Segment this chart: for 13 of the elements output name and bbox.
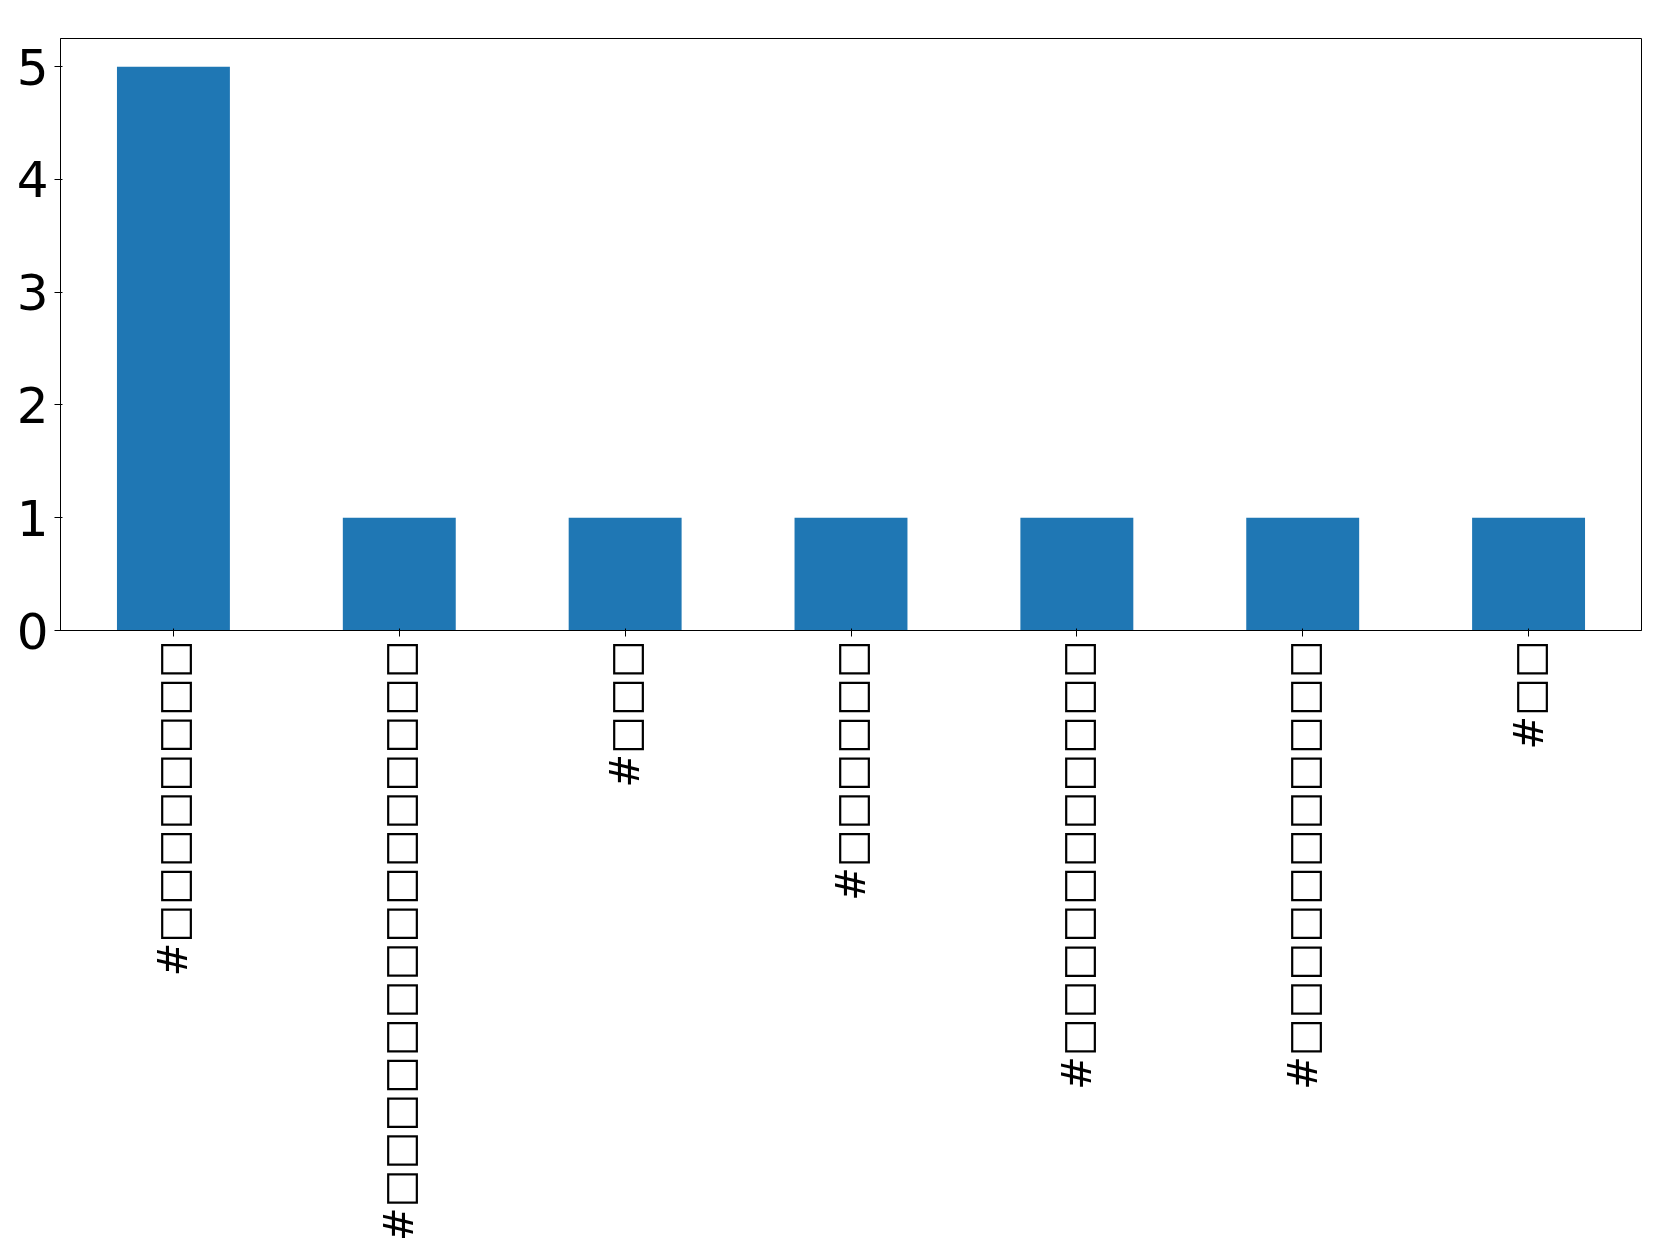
y-tick-label: 3 bbox=[16, 264, 49, 323]
y-tick-label: 5 bbox=[16, 38, 49, 97]
y-tick-label: 4 bbox=[16, 151, 49, 210]
y-tick-label: 0 bbox=[16, 602, 49, 661]
x-tick-label: #□□□□□□ bbox=[828, 640, 874, 901]
x-tick-label: #□□□□□□□□□□□□□□□ bbox=[376, 640, 423, 1241]
x-tick-label: #□□ bbox=[1505, 640, 1552, 750]
x-tick-label: #□□□□□□□□□□□ bbox=[1279, 640, 1326, 1090]
y-tick-label: 2 bbox=[16, 376, 49, 435]
y-tick-label: 1 bbox=[16, 489, 49, 548]
x-tick-label: #□□□ bbox=[602, 640, 649, 788]
x-tick-label: #□□□□□□□□ bbox=[150, 640, 197, 977]
x-tick-label: #□□□□□□□□□□□ bbox=[1053, 640, 1100, 1090]
